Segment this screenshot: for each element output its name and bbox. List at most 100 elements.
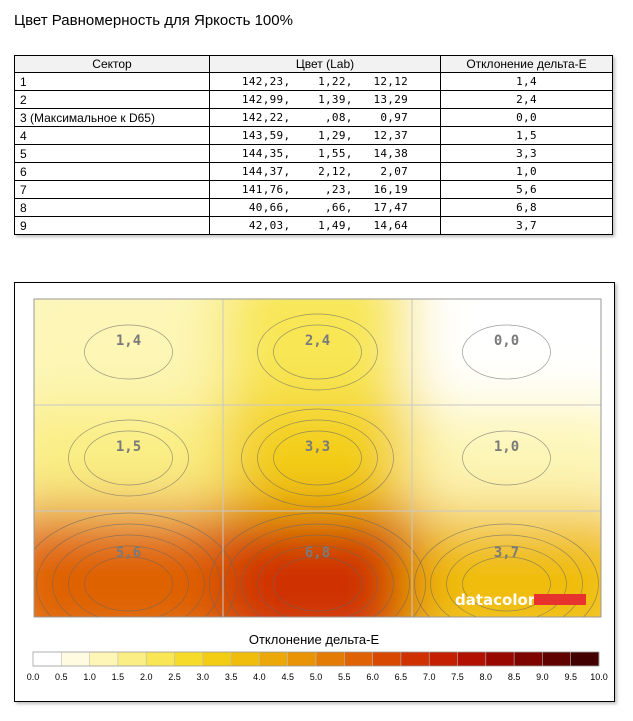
contour-line bbox=[462, 324, 551, 380]
scale-tick-label: 9.5 bbox=[564, 672, 577, 682]
scale-swatch bbox=[202, 652, 232, 666]
scale-swatch bbox=[344, 652, 374, 666]
scale-swatch bbox=[287, 652, 317, 666]
scale-swatch bbox=[372, 652, 402, 666]
contour-line bbox=[241, 534, 394, 617]
cell-lab: 144,35, 1,55, 14,38 bbox=[209, 144, 441, 163]
scale-tick-label: 8.5 bbox=[508, 672, 521, 682]
heat-cell bbox=[223, 405, 412, 511]
datacolor-logo: datacolor bbox=[455, 591, 536, 609]
scale-tick-label: 0.5 bbox=[55, 672, 68, 682]
table-row: 3 (Максимальное к D65) 142,22, ,08, 0,97 0… bbox=[14, 108, 613, 127]
scale-swatch bbox=[61, 652, 91, 666]
logo-bar bbox=[534, 594, 586, 605]
cell-sector: 3 (Максимальное к D65) bbox=[14, 108, 210, 127]
heat-cell bbox=[34, 405, 223, 511]
cell-lab: 142,23, 1,22, 12,12 bbox=[209, 72, 441, 91]
cell-sector: 6 bbox=[14, 162, 210, 181]
contour-line bbox=[68, 419, 189, 497]
cell-delta-e: 3,3 bbox=[440, 144, 613, 163]
plot-border bbox=[33, 298, 602, 618]
table-row: 8 40,66, ,66, 17,47 6,8 bbox=[14, 198, 613, 217]
scale-tick-label: 5.0 bbox=[310, 672, 323, 682]
cell-lab: 42,03, 1,49, 14,64 bbox=[209, 216, 441, 235]
heat-cell bbox=[34, 299, 223, 405]
scale-tick-label: 2.5 bbox=[168, 672, 181, 682]
contour-line bbox=[84, 430, 173, 486]
table-row: 1 142,23, 1,22, 12,12 1,4 bbox=[14, 72, 613, 91]
scale-swatch bbox=[316, 652, 345, 666]
scale-tick-label: 6.5 bbox=[395, 672, 408, 682]
heat-cell bbox=[223, 299, 412, 405]
contour-line bbox=[68, 545, 189, 617]
contour-line bbox=[209, 512, 426, 617]
cell-value-label: 3,3 bbox=[305, 439, 330, 455]
cell-value-label: 5,6 bbox=[116, 545, 141, 561]
scale-tick-label: 4.0 bbox=[253, 672, 266, 682]
cell-value-label: 6,8 bbox=[305, 545, 330, 561]
contour-line bbox=[257, 313, 378, 391]
scale-tick-label: 7.0 bbox=[423, 672, 436, 682]
contour-line bbox=[273, 430, 362, 486]
cell-delta-e: 1,5 bbox=[440, 126, 613, 145]
contour-line bbox=[273, 556, 362, 612]
contour-line bbox=[225, 523, 410, 617]
scale-tick-label: 3.0 bbox=[197, 672, 210, 682]
scale-swatch bbox=[89, 652, 119, 666]
cell-value-label: 0,0 bbox=[494, 333, 519, 349]
contour-line bbox=[84, 324, 173, 380]
scale-tick-label: 7.5 bbox=[451, 672, 464, 682]
scale-swatch bbox=[117, 652, 147, 666]
scale-tick-label: 5.5 bbox=[338, 672, 351, 682]
scale-swatch bbox=[485, 652, 515, 666]
contour-line bbox=[446, 545, 567, 617]
scale-tick-label: 1.5 bbox=[112, 672, 125, 682]
cell-value-label: 1,0 bbox=[494, 439, 519, 455]
header-delta-e: Отклонение дельта-E bbox=[440, 55, 613, 73]
heat-cell bbox=[34, 511, 223, 617]
scale-swatch bbox=[33, 652, 62, 666]
contour-line bbox=[430, 534, 583, 617]
table-row: 9 42,03, 1,49, 14,64 3,7 bbox=[14, 216, 613, 235]
contour-line bbox=[34, 512, 237, 617]
cell-sector: 5 bbox=[14, 144, 210, 163]
scale-swatch bbox=[570, 652, 600, 666]
scale-swatch bbox=[146, 652, 175, 666]
table-header-row: Сектор Цвет (Lab) Отклонение дельта-E bbox=[14, 55, 613, 73]
contour-line bbox=[257, 545, 378, 617]
contour-line bbox=[273, 324, 362, 380]
cell-value-label: 1,5 bbox=[116, 439, 141, 455]
cell-sector: 2 bbox=[14, 90, 210, 109]
cell-lab: 143,59, 1,29, 12,37 bbox=[209, 126, 441, 145]
cell-sector: 4 bbox=[14, 126, 210, 145]
scale-tick-label: 1.0 bbox=[83, 672, 96, 682]
heat-cell bbox=[223, 511, 412, 617]
cell-delta-e: 6,8 bbox=[440, 198, 613, 217]
cell-value-label: 3,7 bbox=[494, 545, 519, 561]
scale-tick-label: 9.0 bbox=[536, 672, 549, 682]
cell-sector: 8 bbox=[14, 198, 210, 217]
cell-lab: 144,37, 2,12, 2,07 bbox=[209, 162, 441, 181]
scale-tick-label: 3.5 bbox=[225, 672, 238, 682]
contour-line bbox=[462, 556, 551, 612]
scale-swatch bbox=[174, 652, 204, 666]
cell-delta-e: 1,0 bbox=[440, 162, 613, 181]
cell-lab: 142,99, 1,39, 13,29 bbox=[209, 90, 441, 109]
heat-cell bbox=[412, 405, 601, 511]
cell-value-label: 2,4 bbox=[305, 333, 330, 349]
scale-title: Отклонение дельта-E bbox=[249, 632, 380, 647]
cell-delta-e: 3,7 bbox=[440, 216, 613, 235]
uniformity-heatmap: 1,4 2,4 0,0 1,5 3,3 1,0 5,6 6,8 3,7 datacolor От… bbox=[27, 298, 608, 682]
scale-swatch bbox=[231, 652, 260, 666]
cell-value-label: 1,4 bbox=[116, 333, 141, 349]
contour-line bbox=[36, 523, 221, 617]
cell-sector: 1 bbox=[14, 72, 210, 91]
cell-sector: 9 bbox=[14, 216, 210, 235]
cell-delta-e: 5,6 bbox=[440, 180, 613, 199]
scale-swatch bbox=[400, 652, 430, 666]
table-row: 7 141,76, ,23, 16,19 5,6 bbox=[14, 180, 613, 199]
scale-swatch bbox=[514, 652, 543, 666]
uniformity-chart: 1,4 2,4 0,0 1,5 3,3 1,0 5,6 6,8 3,7 datacolor От… bbox=[14, 282, 615, 702]
cell-delta-e: 0,0 bbox=[440, 108, 613, 127]
